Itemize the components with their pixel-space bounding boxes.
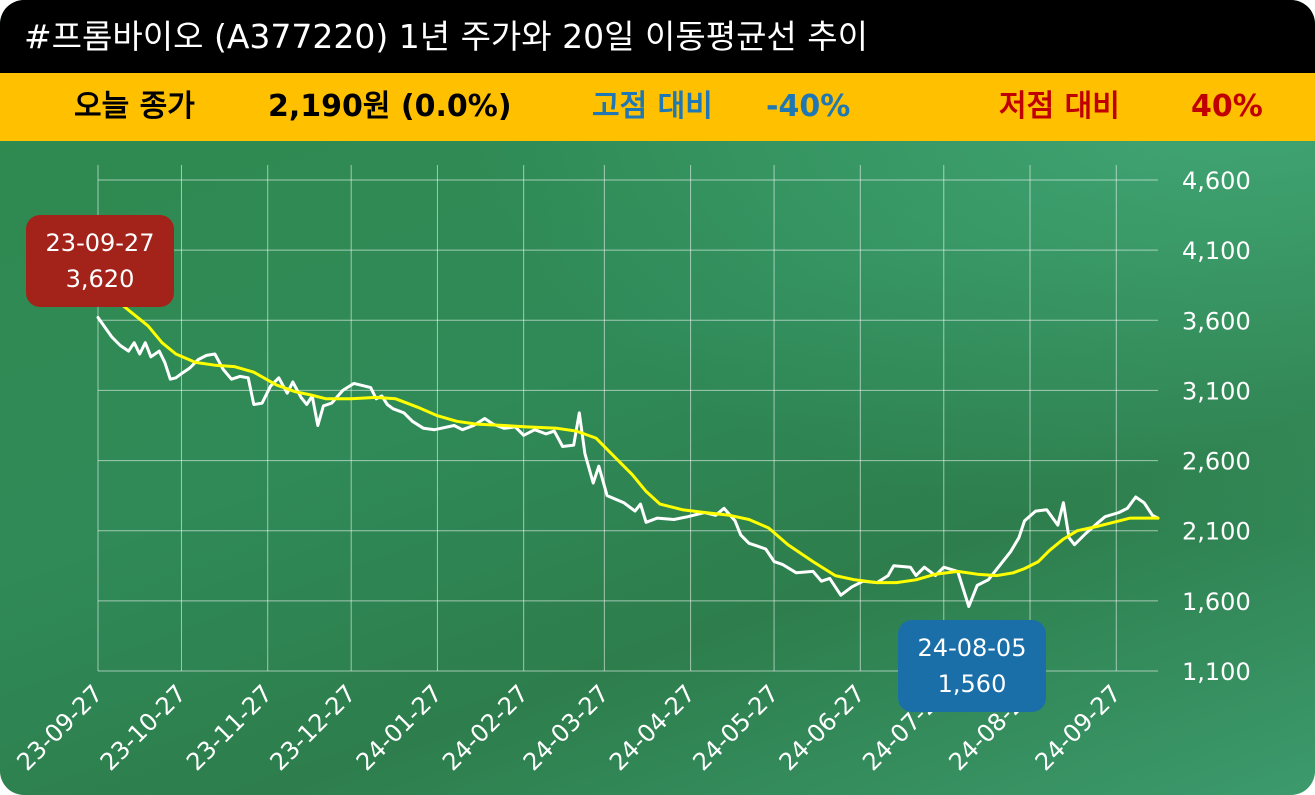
high-compare-value: -40% — [766, 89, 851, 124]
close-label: 오늘 종가 — [74, 89, 195, 124]
x-tick-label: 24-05-27 — [687, 679, 784, 776]
x-tick-label: 24-04-27 — [604, 679, 701, 776]
y-tick-label: 2,600 — [1182, 448, 1251, 476]
x-tick-label: 23-12-27 — [265, 679, 362, 776]
moving-average-line — [96, 296, 1160, 585]
x-tick-label: 24-03-27 — [518, 679, 615, 776]
low-compare-value: 40% — [1191, 89, 1263, 124]
low-compare-label: 저점 대비 — [999, 89, 1120, 124]
y-tick-label: 1,100 — [1182, 658, 1251, 686]
x-tick-label: 23-09-27 — [11, 679, 108, 776]
high-annotation-date: 23-09-27 — [46, 229, 155, 257]
info-bar: 오늘 종가 2,190원 (0.0%) 고점 대비 -40% 저점 대비 40% — [0, 73, 1315, 141]
price-line — [96, 316, 1160, 608]
x-tick-label: 24-01-27 — [351, 679, 448, 776]
y-tick-label: 3,100 — [1182, 377, 1251, 405]
x-tick-label: 24-02-27 — [437, 679, 534, 776]
y-tick-label: 1,600 — [1182, 588, 1251, 616]
x-tick-label: 24-06-27 — [774, 679, 871, 776]
low-annotation-value: 1,560 — [938, 670, 1007, 698]
close-value: 2,190원 (0.0%) — [268, 89, 512, 124]
high-annotation-value: 3,620 — [66, 265, 135, 293]
y-tick-label: 4,600 — [1182, 167, 1251, 195]
y-tick-label: 4,100 — [1182, 237, 1251, 265]
high-compare-label: 고점 대비 — [592, 89, 713, 124]
low-annotation-box — [898, 620, 1046, 712]
x-tick-label: 23-11-27 — [181, 679, 278, 776]
y-tick-label: 3,600 — [1182, 307, 1251, 335]
low-annotation-date: 24-08-05 — [918, 634, 1027, 662]
x-tick-label: 23-10-27 — [95, 679, 192, 776]
chart-title: #프롬바이오 (A377220) 1년 주가와 20일 이동평균선 추이 — [0, 0, 1315, 73]
high-annotation-box — [26, 215, 174, 307]
y-tick-label: 2,100 — [1182, 518, 1251, 546]
